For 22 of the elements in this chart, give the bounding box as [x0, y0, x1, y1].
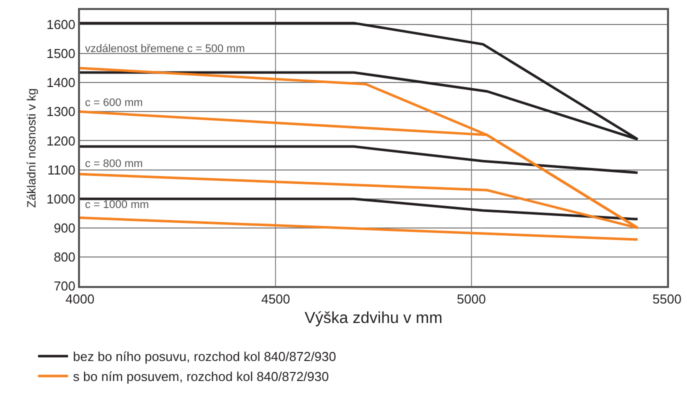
annotation: c = 600 mm	[85, 97, 143, 109]
x-tick-label: 5000	[456, 292, 486, 307]
legend-label: bez bo ního posuvu, rozchod kol 840/872/930	[73, 349, 336, 364]
y-tick-label: 800	[54, 250, 76, 264]
x-tick-label: 4000	[66, 292, 94, 307]
y-tick-label: 700	[54, 278, 76, 294]
x-tick-label: 4500	[261, 292, 290, 307]
y-tick-label: 900	[54, 220, 76, 236]
x-tick-label: 5500	[652, 292, 682, 307]
legend-label: s bo ním posuvem, rozchod kol 840/872/930	[73, 369, 329, 384]
y-tick-label: 1000	[46, 191, 76, 206]
y-tick-label: 1200	[46, 133, 76, 148]
x-axis-title: Výška zdvihu v mm	[304, 310, 442, 327]
annotation: c = 800 mm	[85, 158, 143, 170]
y-tick-label: 1100	[47, 162, 76, 178]
y-tick-label: 1500	[46, 46, 76, 62]
y-tick-label: 1600	[46, 17, 76, 32]
y-axis-title: Základní nosnosti v kg	[24, 88, 38, 208]
annotation: c = 1000 mm	[85, 199, 149, 211]
annotation: vzdálenost břemene c = 500 mm	[85, 43, 245, 55]
y-tick-label: 1300	[46, 104, 76, 120]
y-tick-label: 1400	[46, 75, 76, 90]
